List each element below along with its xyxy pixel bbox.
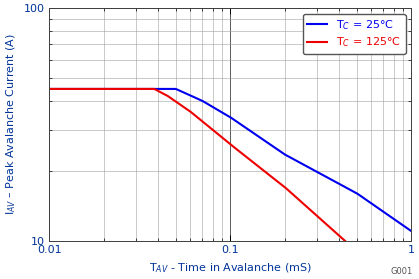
T$_C$ = 125°C	[47, 87, 52, 91]
Legend: T$_C$ = 25°C, T$_C$ = 125°C: T$_C$ = 25°C, T$_C$ = 125°C	[303, 14, 406, 54]
T$_C$ = 125°C	[217, 134, 222, 137]
T$_C$ = 125°C	[260, 168, 265, 171]
T$_C$ = 25°C	[400, 223, 405, 227]
Y-axis label: I$_{AV}$ – Peak Avalanche Current (A): I$_{AV}$ – Peak Avalanche Current (A)	[5, 33, 18, 215]
T$_C$ = 25°C	[219, 110, 224, 114]
T$_C$ = 25°C	[409, 229, 414, 233]
T$_C$ = 25°C	[343, 186, 348, 189]
T$_C$ = 25°C	[47, 87, 52, 91]
T$_C$ = 25°C	[262, 139, 267, 142]
T$_C$ = 25°C	[243, 126, 248, 129]
T$_C$ = 25°C	[221, 112, 226, 115]
Text: G001: G001	[391, 267, 413, 276]
Line: T$_C$ = 125°C: T$_C$ = 125°C	[49, 89, 407, 279]
T$_C$ = 125°C	[219, 135, 224, 139]
T$_C$ = 125°C	[340, 237, 345, 240]
Line: T$_C$ = 25°C: T$_C$ = 25°C	[49, 89, 411, 231]
T$_C$ = 125°C	[241, 153, 246, 156]
X-axis label: T$_{AV}$ - Time in Avalanche (mS): T$_{AV}$ - Time in Avalanche (mS)	[149, 261, 312, 275]
